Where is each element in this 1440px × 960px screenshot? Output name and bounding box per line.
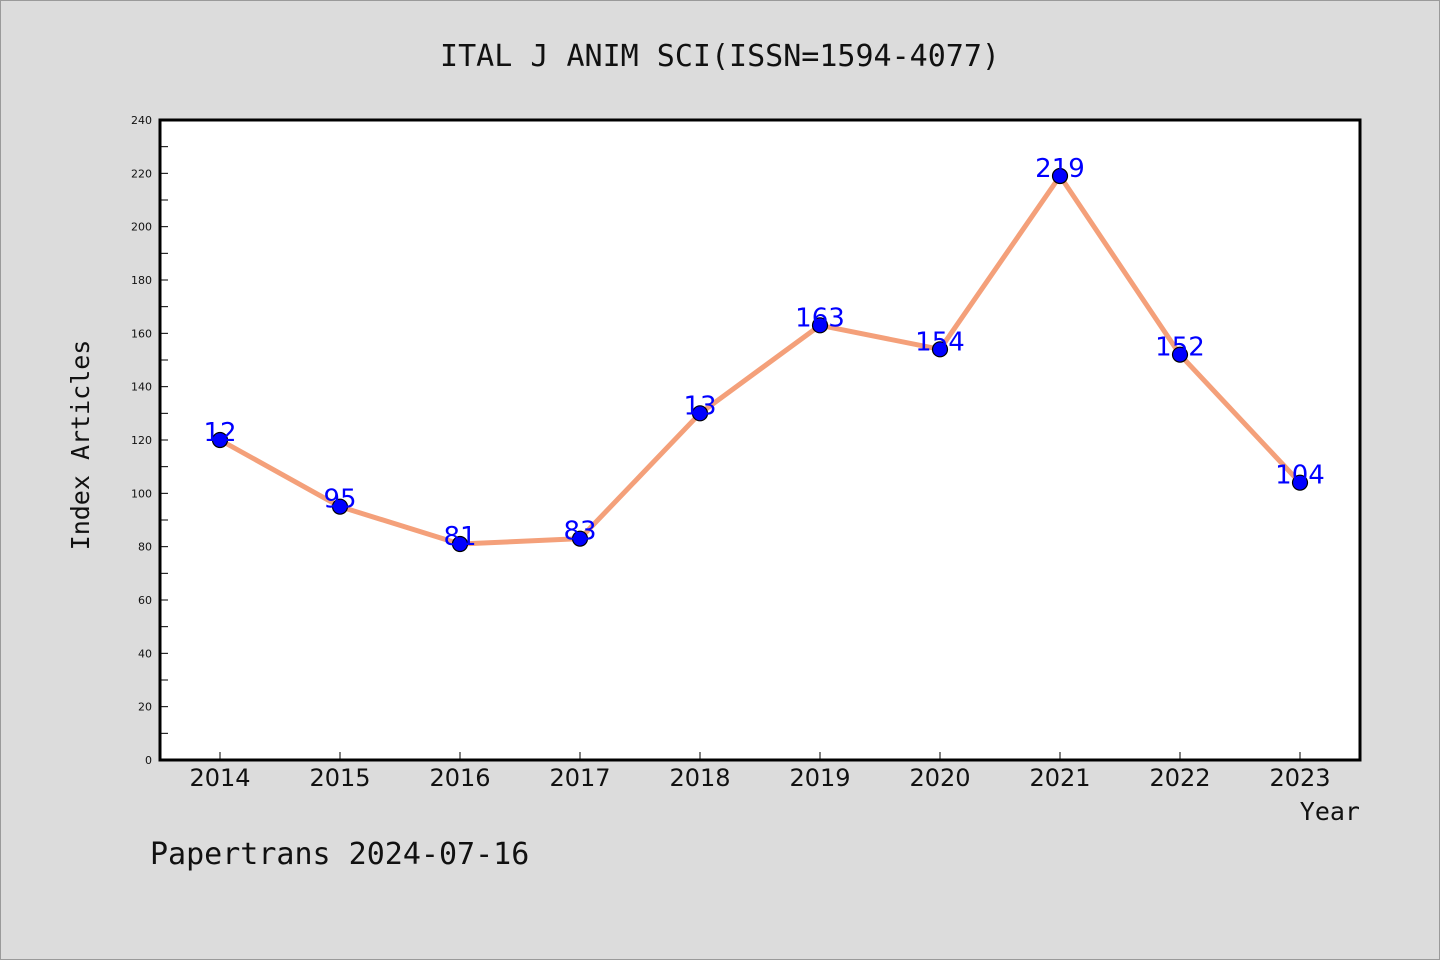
data-point: [691, 405, 709, 422]
chart-title: ITAL J ANIM SCI(ISSN=1594-4077): [440, 39, 1000, 74]
data-point: [1051, 167, 1069, 185]
data-label: 83: [563, 517, 596, 547]
y-tick-label: 220: [131, 167, 152, 180]
data-point: [331, 498, 349, 515]
data-point: [211, 431, 229, 449]
data-label: 12: [203, 418, 236, 448]
y-tick-label: 120: [131, 434, 152, 447]
y-tick-label: 180: [131, 274, 152, 287]
data-label: 219: [1035, 154, 1085, 184]
x-tick-label: 2019: [789, 764, 850, 792]
data-label: 152: [1155, 333, 1205, 363]
series-markers: [211, 167, 1309, 553]
y-tick-label: 0: [145, 754, 152, 767]
x-tick-label: 2017: [549, 764, 610, 792]
data-label: 104: [1275, 461, 1325, 491]
data-point: [931, 341, 949, 358]
x-tick-label: 2018: [669, 764, 730, 792]
x-tick-label: 2022: [1149, 764, 1210, 792]
y-axis: 0 20 40 60 80 100 120 140 160 180 200 220 240: [131, 114, 168, 767]
data-label: 163: [795, 303, 845, 333]
y-axis-label: Index Articles: [66, 340, 95, 551]
data-point: [811, 317, 829, 334]
y-tick-label: 40: [138, 647, 152, 660]
x-tick-label: 2021: [1029, 764, 1090, 792]
data-label: 95: [323, 485, 356, 515]
data-point: [571, 530, 589, 547]
y-tick-label: 200: [131, 221, 152, 234]
data-point: [451, 535, 469, 553]
x-axis: 2014 2015 2016 2017 2018 2019 2020 2021 2022 2023: [189, 752, 1331, 792]
x-tick-label: 2016: [429, 764, 490, 792]
data-label: 81: [443, 522, 476, 552]
x-tick-label: 2015: [309, 764, 370, 792]
data-label: 154: [915, 327, 965, 357]
data-point: [1291, 474, 1309, 491]
y-tick-label: 20: [138, 701, 152, 714]
y-tick-label: 240: [131, 114, 152, 127]
x-tick-label: 2023: [1269, 764, 1330, 792]
data-point: [1171, 346, 1189, 363]
y-tick-label: 60: [138, 594, 152, 607]
plot-area: [158, 118, 1362, 762]
footer-text: Papertrans 2024-07-16: [150, 837, 529, 872]
y-tick-label: 100: [131, 487, 152, 500]
y-tick-label: 160: [131, 327, 152, 340]
x-tick-label: 2014: [189, 764, 250, 792]
series-line: [218, 173, 1302, 547]
data-labels: 12 95 81 83 13 163 154 219 152 104: [203, 154, 1324, 552]
y-tick-label: 80: [138, 541, 152, 554]
data-label: 13: [683, 391, 716, 421]
x-axis-label: Year: [1300, 797, 1360, 826]
y-tick-label: 140: [131, 381, 152, 394]
x-tick-label: 2020: [909, 764, 970, 792]
